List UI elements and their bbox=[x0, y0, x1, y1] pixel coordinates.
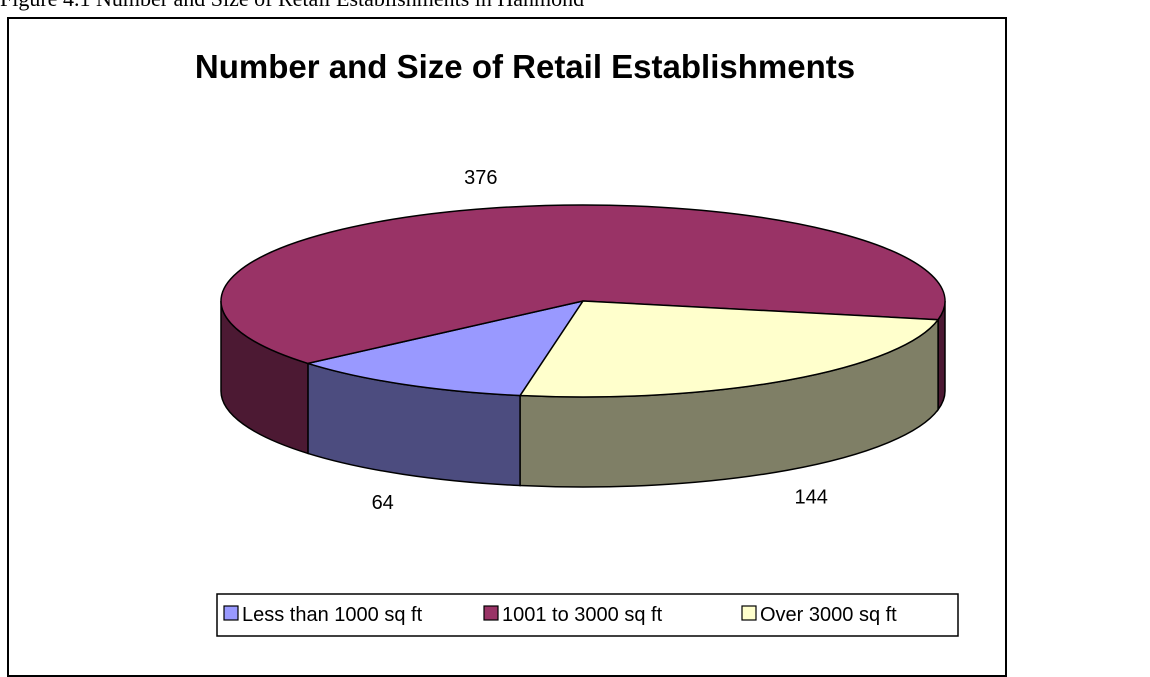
pie-slice-2 bbox=[518, 300, 940, 398]
legend-swatch-0 bbox=[223, 605, 239, 621]
pie-slices bbox=[220, 204, 946, 398]
legend-swatch-2 bbox=[741, 605, 757, 621]
chart-title: Number and Size of Retail Establishments bbox=[195, 48, 855, 85]
figure-caption: Figure 4.1 Number and Size of Retail Est… bbox=[0, 0, 1150, 11]
legend-label-2: Over 3000 sq ft bbox=[760, 604, 897, 626]
data-label-0: 64 bbox=[372, 492, 394, 514]
data-label-2: 144 bbox=[795, 487, 828, 509]
legend-label-0: Less than 1000 sq ft bbox=[242, 604, 423, 626]
data-label-1: 376 bbox=[464, 167, 497, 189]
pie-chart: Number and Size of Retail Establishments… bbox=[195, 48, 959, 637]
pie-sides bbox=[220, 300, 946, 488]
legend-label-1: 1001 to 3000 sq ft bbox=[502, 604, 663, 626]
pie-slice-1 bbox=[220, 204, 946, 365]
legend-box bbox=[216, 593, 959, 637]
legend: Less than 1000 sq ft 1001 to 3000 sq ft Ov… bbox=[216, 593, 959, 637]
data-labels: 64 376 144 bbox=[372, 167, 828, 514]
legend-swatch-1 bbox=[483, 605, 499, 621]
pie-slice-0 bbox=[305, 299, 585, 397]
